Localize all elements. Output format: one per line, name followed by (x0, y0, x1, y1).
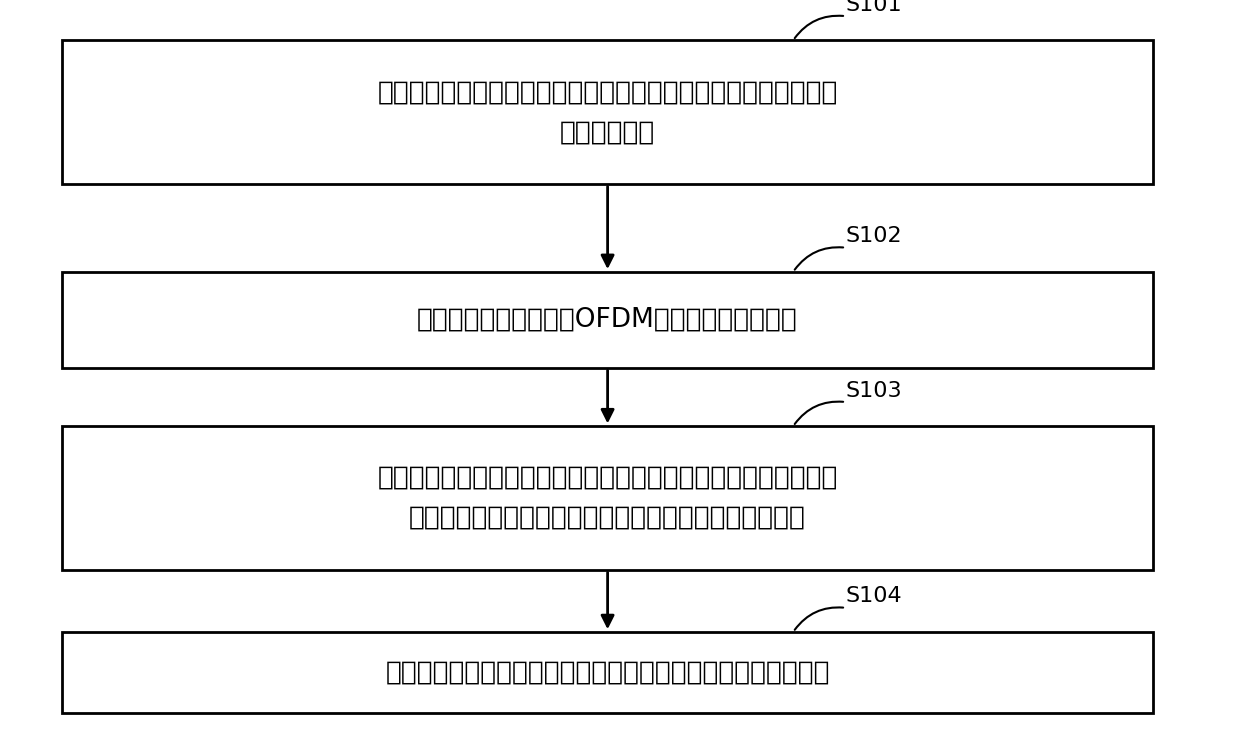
Text: 根据计算得到的各个比值，检测上述待检测信号的符号调制方式: 根据计算得到的各个比值，检测上述待检测信号的符号调制方式 (386, 659, 830, 686)
Text: 针对上述时间段包含的各个子时间段，计算上述解调信号中位于各
个相邻子载波上的频域符号的幅度在该子时间段内的比值: 针对上述时间段包含的各个子时间段，计算上述解调信号中位于各 个相邻子载波上的频域… (377, 465, 838, 531)
Text: 从信道所传输的信号中，获取预设时长的时间段内传输的信号，作
为待检测信号: 从信道所传输的信号中，获取预设时长的时间段内传输的信号，作 为待检测信号 (377, 79, 838, 145)
Text: S102: S102 (846, 226, 903, 246)
Text: 对上述待检测信号进行OFDM解调，获得解调信号: 对上述待检测信号进行OFDM解调，获得解调信号 (417, 306, 799, 333)
Bar (62, 632, 1153, 713)
Text: S103: S103 (846, 381, 903, 401)
Text: S101: S101 (846, 0, 903, 15)
Text: S104: S104 (846, 587, 903, 606)
Bar (62, 426, 1153, 570)
Bar (62, 40, 1153, 184)
Bar (62, 272, 1153, 368)
